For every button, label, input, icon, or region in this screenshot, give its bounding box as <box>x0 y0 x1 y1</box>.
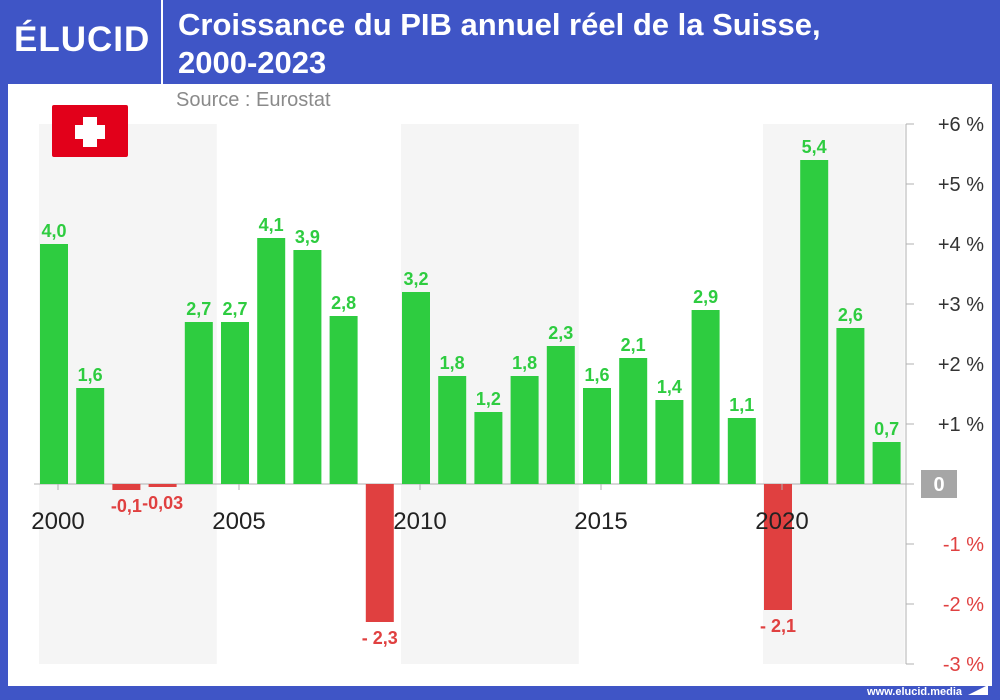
x-tick-label-2010: 2010 <box>393 508 446 535</box>
value-label-2015: 1,6 <box>584 365 609 385</box>
y-tick-label--3: -3 % <box>943 654 984 676</box>
bar-2016 <box>619 358 648 484</box>
value-label-2021: 5,4 <box>802 137 827 157</box>
bar-2018 <box>691 310 720 484</box>
value-labels-group: 4,0 1,6 -0,1 -0,03 2,7 2,7 4,1 3,9 2,8 - 2,3 3,2 1,… <box>41 137 899 648</box>
x-ticks-group: 2000 2005 2010 2015 2020 <box>31 484 809 535</box>
bar-2011 <box>438 376 467 484</box>
value-label-2002: -0,1 <box>111 496 142 516</box>
source-label: Source : Eurostat <box>176 89 331 111</box>
y-tick-label-4: +4 % <box>938 234 984 256</box>
bar-2000 <box>40 244 68 484</box>
value-label-2011: 1,8 <box>440 353 465 373</box>
bar-2004 <box>184 322 213 484</box>
elucid-mark-icon <box>968 685 988 695</box>
value-label-2003: -0,03 <box>142 493 183 513</box>
value-label-2019: 1,1 <box>729 395 754 415</box>
value-label-2014: 2,3 <box>548 323 573 343</box>
bar-2008 <box>329 316 358 484</box>
value-label-2006: 4,1 <box>259 215 284 235</box>
bar-2012 <box>474 412 503 484</box>
bar-2003 <box>148 484 177 487</box>
value-label-2005: 2,7 <box>222 299 247 319</box>
bar-2020 <box>764 484 792 610</box>
value-label-2010: 3,2 <box>403 269 428 289</box>
y-tick-label--2: -2 % <box>943 594 984 616</box>
bar-2013 <box>510 376 539 484</box>
value-label-2008: 2,8 <box>331 293 356 313</box>
bar-2019 <box>727 418 756 484</box>
y-tick-label-3: +3 % <box>938 294 984 316</box>
x-tick-label-2015: 2015 <box>574 508 627 535</box>
value-label-2000: 4,0 <box>41 221 66 241</box>
bar-2005 <box>221 322 249 484</box>
y-tick-label-1: +1 % <box>938 414 984 436</box>
swiss-flag-icon <box>52 105 128 157</box>
bar-2014 <box>546 346 575 484</box>
header-divider <box>161 0 163 84</box>
bar-2023 <box>872 442 901 484</box>
chart-title-line1: Croissance du PIB annuel réel de la Suis… <box>178 7 821 42</box>
value-label-2012: 1,2 <box>476 389 501 409</box>
bar-2015 <box>583 388 611 484</box>
header-bar: ÉLUCID Croissance du PIB annuel réel de … <box>0 0 1000 84</box>
value-label-2009: - 2,3 <box>362 628 398 648</box>
y-tick-label-0: 0 <box>933 474 944 496</box>
zero-badge <box>921 470 957 498</box>
flag-cross-horizontal <box>75 125 105 139</box>
value-label-2017: 1,4 <box>657 377 682 397</box>
bar-2009 <box>365 484 394 622</box>
value-label-2001: 1,6 <box>78 365 103 385</box>
value-label-2023: 0,7 <box>874 419 899 439</box>
y-tick-label-2: +2 % <box>938 354 984 376</box>
y-tick-label-5: +5 % <box>938 174 984 196</box>
chart-title: Croissance du PIB annuel réel de la Suis… <box>178 6 978 82</box>
x-tick-label-2000: 2000 <box>31 508 84 535</box>
elucid-logo: ÉLUCID <box>14 20 151 59</box>
value-label-2018: 2,9 <box>693 287 718 307</box>
bar-2010 <box>402 292 430 484</box>
bar-2001 <box>76 388 105 484</box>
x-tick-label-2005: 2005 <box>212 508 265 535</box>
chart-title-line2: 2000-2023 <box>178 45 327 80</box>
value-label-2007: 3,9 <box>295 227 320 247</box>
bar-2017 <box>655 400 684 484</box>
value-label-2013: 1,8 <box>512 353 537 373</box>
bar-2006 <box>257 238 286 484</box>
bar-2002 <box>112 484 141 490</box>
y-tick-label--1: -1 % <box>943 534 984 556</box>
footer-url: www.elucid.media <box>867 686 962 698</box>
bar-2007 <box>293 250 322 484</box>
x-tick-label-2020: 2020 <box>755 508 808 535</box>
value-label-2004: 2,7 <box>186 299 211 319</box>
y-ticks-group: +6 % +5 % +4 % +3 % +2 % +1 % 0 -1 % -2 % -3 % <box>906 114 984 676</box>
y-tick-label-6: +6 % <box>938 114 984 136</box>
shaded-bands <box>39 124 905 664</box>
axis-group <box>34 124 907 664</box>
bars-group <box>40 160 901 622</box>
value-label-2022: 2,6 <box>838 305 863 325</box>
value-label-2020: - 2,1 <box>760 616 796 636</box>
bar-2022 <box>836 328 865 484</box>
value-label-2016: 2,1 <box>621 335 646 355</box>
bar-2021 <box>800 160 829 484</box>
